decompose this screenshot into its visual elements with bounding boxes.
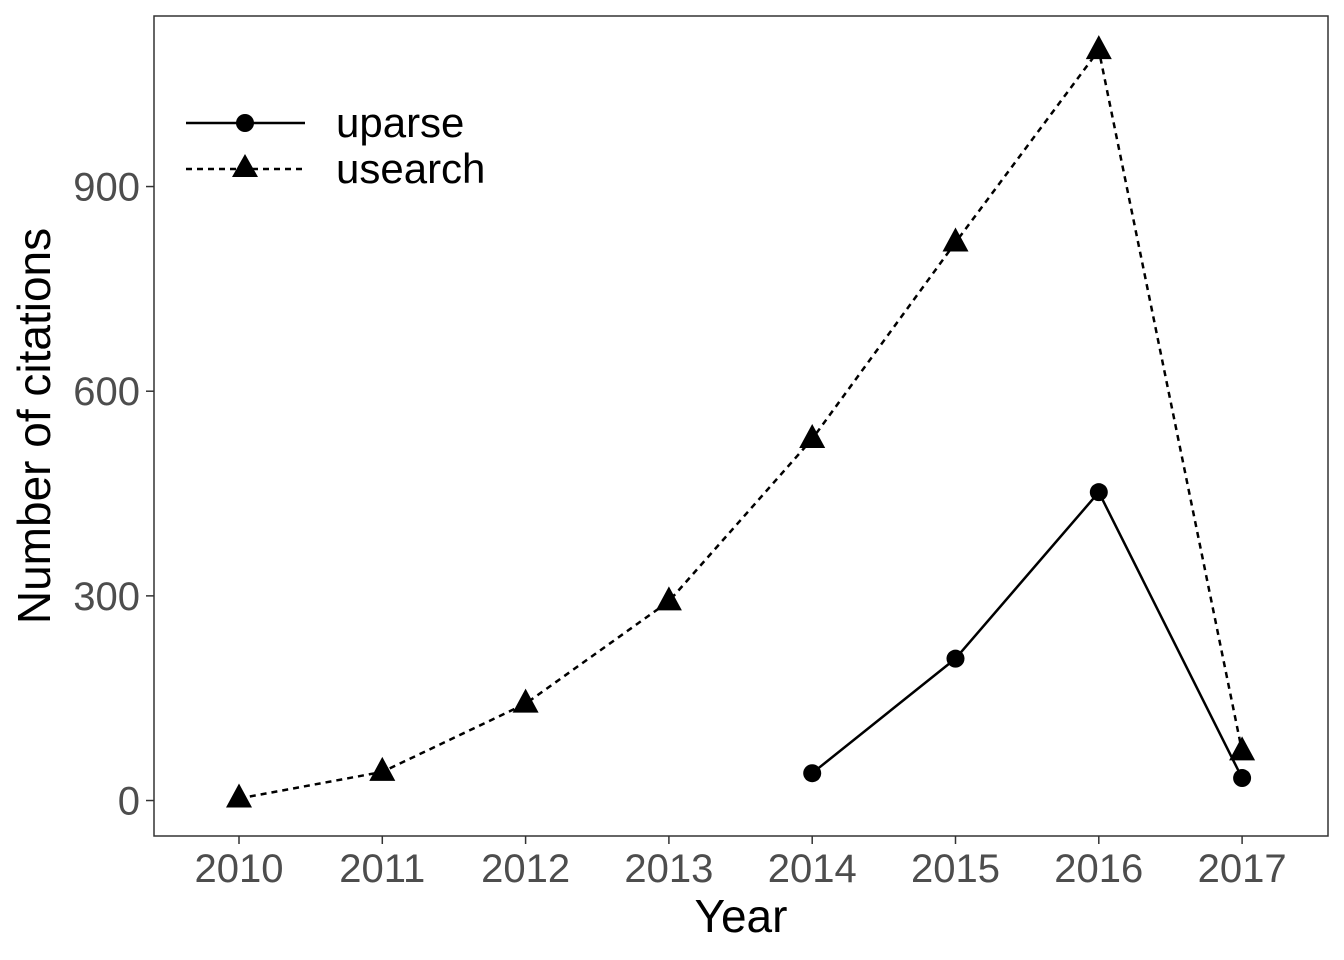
x-tick-label: 2017 (1198, 847, 1287, 891)
data-point-uparse (1089, 483, 1108, 502)
legend-key-uparse-marker (236, 114, 254, 132)
data-point-usearch (942, 227, 969, 252)
y-tick-label: 300 (73, 575, 140, 619)
data-point-uparse (1233, 769, 1252, 788)
y-tick-label: 0 (118, 780, 140, 824)
data-point-usearch (512, 688, 539, 713)
data-point-usearch (369, 756, 396, 781)
x-tick-label: 2013 (624, 847, 713, 891)
data-point-usearch (1229, 736, 1256, 761)
data-point-usearch (655, 586, 682, 611)
legend-label-uparse: uparse (336, 99, 464, 146)
data-point-uparse (803, 764, 822, 783)
x-tick-label: 2015 (911, 847, 1000, 891)
x-tick-label: 2010 (195, 847, 284, 891)
legend: uparse usearch (186, 99, 485, 192)
data-point-usearch (799, 423, 826, 448)
series-line-usearch (238, 48, 1244, 800)
data-point-usearch (1085, 35, 1112, 60)
x-axis-title: Year (695, 890, 788, 942)
data-point-usearch (226, 783, 252, 808)
y-tick-label: 900 (73, 166, 140, 210)
x-tick-label: 2014 (768, 847, 857, 891)
plot-panel-border (153, 15, 1329, 837)
y-axis-title: Number of citations (8, 228, 60, 624)
axis-layer: 0 300 600 900 2010 2011 2012 2013 2014 2015 2016 20… (73, 166, 1286, 891)
x-tick-label: 2012 (481, 847, 570, 891)
legend-key-usearch-marker (232, 154, 258, 177)
y-tick-label: 600 (73, 370, 140, 414)
series-line-uparse (811, 490, 1244, 779)
data-point-uparse (946, 649, 965, 668)
series-layer (226, 35, 1256, 808)
legend-label-usearch: usearch (336, 145, 485, 192)
x-tick-label: 2016 (1054, 847, 1143, 891)
x-tick-label: 2011 (339, 847, 425, 891)
